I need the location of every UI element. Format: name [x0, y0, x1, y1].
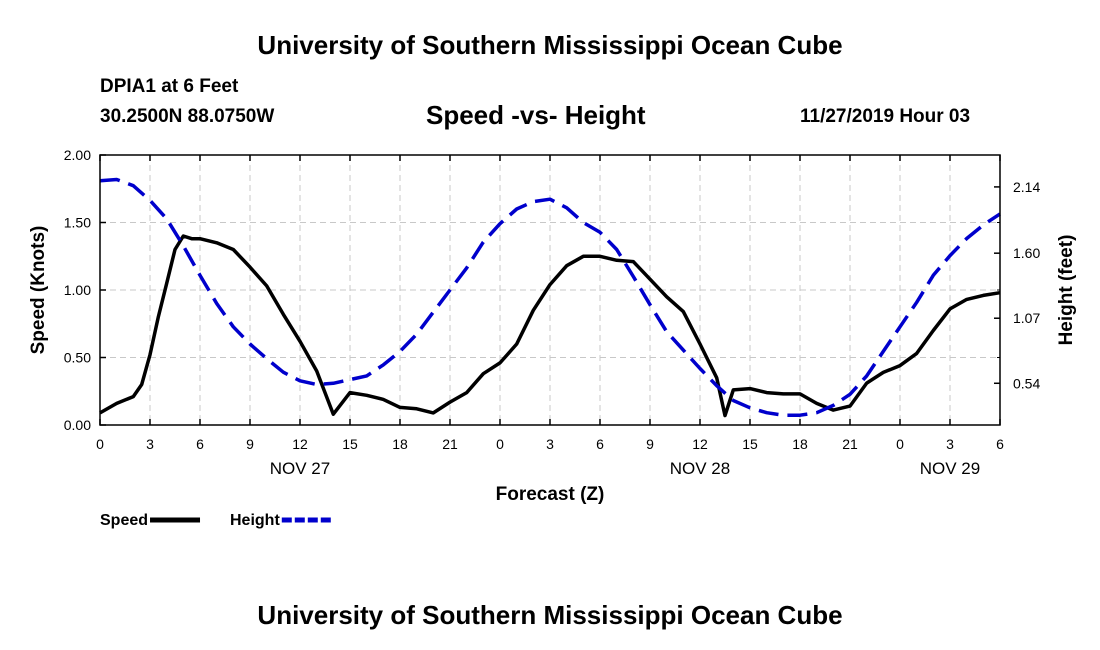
x-tick-label: 3 — [946, 436, 954, 452]
x-tick-label: 18 — [792, 436, 808, 452]
legend-label-speed: Speed — [100, 512, 148, 529]
day-label: NOV 29 — [920, 459, 980, 478]
chart-title: Speed -vs- Height — [426, 100, 646, 130]
y-tick-label: 0.00 — [64, 417, 91, 433]
x-tick-label: 0 — [896, 436, 904, 452]
x-tick-label: 6 — [196, 436, 204, 452]
y2-tick-label: 2.14 — [1013, 179, 1040, 195]
day-label: NOV 28 — [670, 459, 730, 478]
y-tick-label: 1.50 — [64, 215, 91, 231]
x-tick-label: 6 — [596, 436, 604, 452]
x-tick-label: 9 — [646, 436, 654, 452]
x-tick-label: 15 — [342, 436, 358, 452]
y-axis-title: Speed (Knots) — [28, 226, 49, 355]
coordinates-label: 30.2500N 88.0750W — [100, 106, 275, 127]
x-tick-label: 3 — [546, 436, 554, 452]
x-tick-label: 12 — [292, 436, 308, 452]
x-tick-label: 21 — [442, 436, 458, 452]
x-tick-label: 15 — [742, 436, 758, 452]
x-tick-label: 0 — [96, 436, 104, 452]
x-tick-label: 18 — [392, 436, 408, 452]
day-label: NOV 27 — [270, 459, 330, 478]
x-tick-label: 9 — [246, 436, 254, 452]
x-tick-label: 21 — [842, 436, 858, 452]
y-tick-label: 0.50 — [64, 350, 91, 366]
y2-axis-title: Height (feet) — [1056, 235, 1077, 346]
y2-tick-label: 0.54 — [1013, 375, 1040, 391]
station-label: DPIA1 at 6 Feet — [100, 76, 239, 97]
height-series-line — [99, 177, 1001, 417]
x-tick-label: 0 — [496, 436, 504, 452]
y-tick-label: 2.00 — [64, 147, 91, 163]
legend-label-height: Height — [230, 512, 280, 529]
page-title: University of Southern Mississippi Ocean… — [257, 30, 843, 60]
x-tick-label: 6 — [996, 436, 1004, 452]
y2-tick-label: 1.60 — [1013, 245, 1040, 261]
x-tick-label: 3 — [146, 436, 154, 452]
speed-series-line — [99, 234, 1001, 418]
footer-title: University of Southern Mississippi Ocean… — [257, 600, 843, 630]
x-tick-label: 12 — [692, 436, 708, 452]
y2-tick-label: 1.07 — [1013, 310, 1040, 326]
forecast-timestamp: 11/27/2019 Hour 03 — [800, 106, 971, 127]
x-axis-title: Forecast (Z) — [496, 484, 605, 505]
y-tick-label: 1.00 — [64, 282, 91, 298]
